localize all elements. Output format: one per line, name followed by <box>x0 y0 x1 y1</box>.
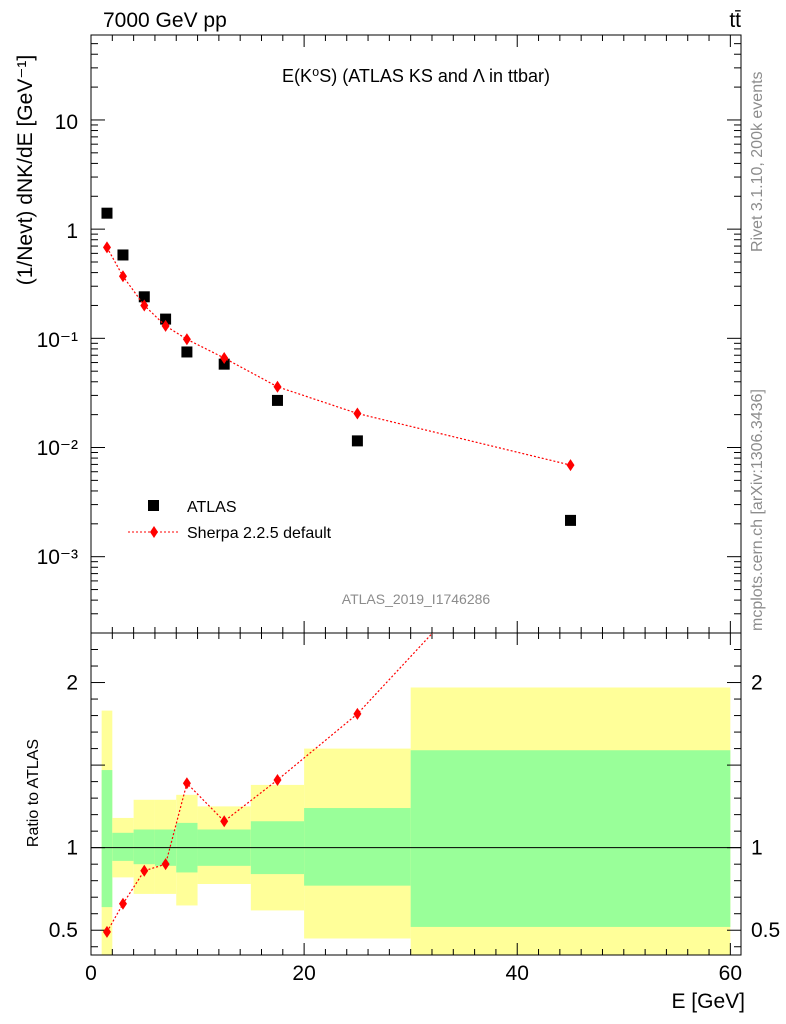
atlas-point <box>181 346 193 358</box>
sherpa-point <box>182 333 191 346</box>
energy-label: 7000 GeV pp <box>103 9 227 32</box>
x-tick-label: 20 <box>292 962 315 985</box>
mcplots-label: mcplots.cern.ch [arXiv:1306.3436] <box>749 389 766 631</box>
ratio-y-tick-label-right: 0.5 <box>751 919 780 942</box>
sherpa-point <box>353 407 362 420</box>
main-y-tick-label-0.1: 10⁻¹ <box>37 329 78 352</box>
ratio-uncertainty-bands <box>101 687 731 955</box>
atlas-point <box>565 514 577 526</box>
sherpa-point <box>118 270 127 283</box>
sherpa-ratio-point <box>353 707 362 720</box>
ratio-panel-data <box>102 478 575 938</box>
ratio-y-axis-label: Ratio to ATLAS <box>25 739 42 847</box>
atlas-point <box>218 358 230 370</box>
atlas-point <box>271 394 283 406</box>
sherpa-ratio-point <box>220 815 229 828</box>
plot-title: E(K⁰S) (ATLAS KS and Λ in ttbar) <box>282 66 550 86</box>
green-band-2 <box>133 829 155 865</box>
x-axis-label: E [GeV] <box>671 990 745 1013</box>
sherpa-line <box>106 247 571 466</box>
sherpa-point <box>161 319 170 332</box>
main-y-tick-label-0.01: 10⁻² <box>37 437 78 460</box>
sherpa-point <box>220 352 229 365</box>
legend-atlas-label: ATLAS <box>187 499 237 516</box>
main-y-tick-label-1: 1 <box>66 220 78 243</box>
atlas-point <box>138 291 150 303</box>
analysis-label: ATLAS_2019_I1746286 <box>342 591 491 607</box>
x-tick-label: 60 <box>719 962 742 985</box>
ratio-y-tick-label-right: 2 <box>751 672 763 695</box>
sherpa-point <box>102 241 111 254</box>
main-y-axis-label: (1/Nevt) dNK/dE [GeV⁻¹] <box>14 55 37 286</box>
ratio-y-tick-label: 0.5 <box>49 919 78 942</box>
sherpa-ratio-point <box>567 478 575 490</box>
atlas-point <box>160 313 172 325</box>
ratio-y-tick-label-right: 1 <box>751 837 763 860</box>
sherpa-ratio-point <box>161 858 170 871</box>
x-tick-label: 40 <box>506 962 529 985</box>
rivet-label: Rivet 3.1.10, 200k events <box>749 71 766 252</box>
x-tick-label: 0 <box>85 962 97 985</box>
sherpa-point <box>140 299 149 312</box>
ratio-y-tick-labels: 0.5 0.5 1 1 2 2 <box>49 672 780 943</box>
atlas-point <box>351 435 363 447</box>
green-band-7 <box>304 808 411 886</box>
main-y-tick-label-0.001: 10⁻³ <box>37 546 78 569</box>
green-band-1 <box>112 832 134 861</box>
sherpa-point <box>566 459 575 472</box>
ratio-y-tick-label: 2 <box>66 672 78 695</box>
green-band-0 <box>101 770 113 908</box>
x-tick-labels: 0 20 40 60 <box>85 962 742 985</box>
atlas-point <box>101 207 113 219</box>
atlas-point <box>117 249 129 261</box>
sherpa-ratio-point <box>140 864 149 877</box>
main-panel-data <box>101 207 577 526</box>
process-label: tt̄ <box>729 9 741 32</box>
sherpa-ratio-point <box>182 777 191 790</box>
ratio-y-tick-label: 1 <box>66 837 78 860</box>
legend-sherpa-marker <box>150 526 158 538</box>
green-band-8 <box>410 750 731 927</box>
legend: ATLAS Sherpa 2.2.5 default <box>128 499 332 542</box>
sherpa-point <box>273 380 282 393</box>
main-y-tick-label-10: 10 <box>55 111 78 134</box>
sherpa-ratio-point <box>102 925 111 938</box>
axis-ticks <box>90 34 741 955</box>
legend-atlas-marker <box>148 500 159 511</box>
main-panel-frame <box>90 34 742 634</box>
legend-sherpa-label: Sherpa 2.2.5 default <box>187 525 332 542</box>
ratio-panel-frame <box>90 632 742 956</box>
sherpa-ratio-point <box>273 773 282 786</box>
sherpa-ratio-point <box>118 897 127 910</box>
